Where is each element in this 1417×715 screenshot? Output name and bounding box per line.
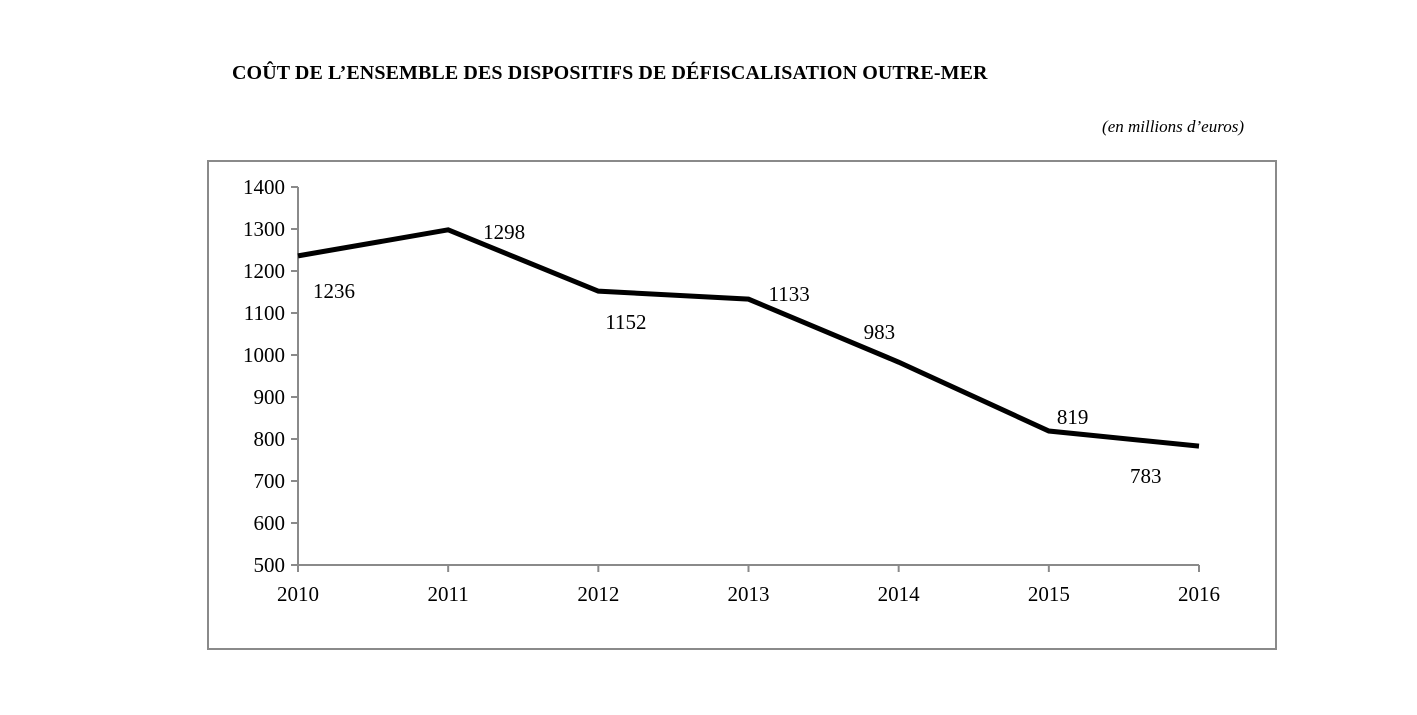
chart-subtitle: (en millions d’euros) <box>1102 117 1244 136</box>
x-tick-label: 2012 <box>577 582 619 606</box>
data-label: 783 <box>1130 464 1162 488</box>
data-label: 819 <box>1057 405 1089 429</box>
data-labels: 1236 1298 1152 1133 983 819 783 <box>313 220 1162 488</box>
x-tick-label: 2011 <box>428 582 469 606</box>
y-tick-label: 1400 <box>243 175 285 199</box>
y-tick-label: 1300 <box>243 217 285 241</box>
y-axis-ticks: 500 600 700 800 900 1000 1100 1200 1300 1400 <box>243 175 298 577</box>
chart-frame <box>207 160 1277 650</box>
data-label: 1152 <box>605 310 646 334</box>
x-tick-label: 2014 <box>878 582 921 606</box>
y-tick-label: 700 <box>254 469 286 493</box>
x-axis-ticks: 2010 2011 2012 2013 2014 2015 2016 <box>277 565 1220 606</box>
x-tick-label: 2010 <box>277 582 319 606</box>
data-label: 1298 <box>483 220 525 244</box>
y-tick-label: 600 <box>254 511 286 535</box>
y-tick-label: 900 <box>254 385 286 409</box>
x-tick-label: 2015 <box>1028 582 1070 606</box>
data-label: 983 <box>864 320 896 344</box>
series <box>297 227 1200 449</box>
series-line <box>297 227 1200 449</box>
y-tick-label: 1200 <box>243 259 285 283</box>
x-tick-label: 2016 <box>1178 582 1220 606</box>
y-tick-label: 1000 <box>243 343 285 367</box>
y-tick-label: 800 <box>254 427 286 451</box>
x-tick-label: 2013 <box>728 582 770 606</box>
y-tick-label: 1100 <box>244 301 285 325</box>
data-label: 1133 <box>769 282 810 306</box>
axes <box>297 187 1199 566</box>
chart-title: COÛT DE L’ENSEMBLE DES DISPOSITIFS DE DÉ… <box>232 62 988 84</box>
data-label: 1236 <box>313 279 355 303</box>
y-tick-label: 500 <box>254 553 286 577</box>
